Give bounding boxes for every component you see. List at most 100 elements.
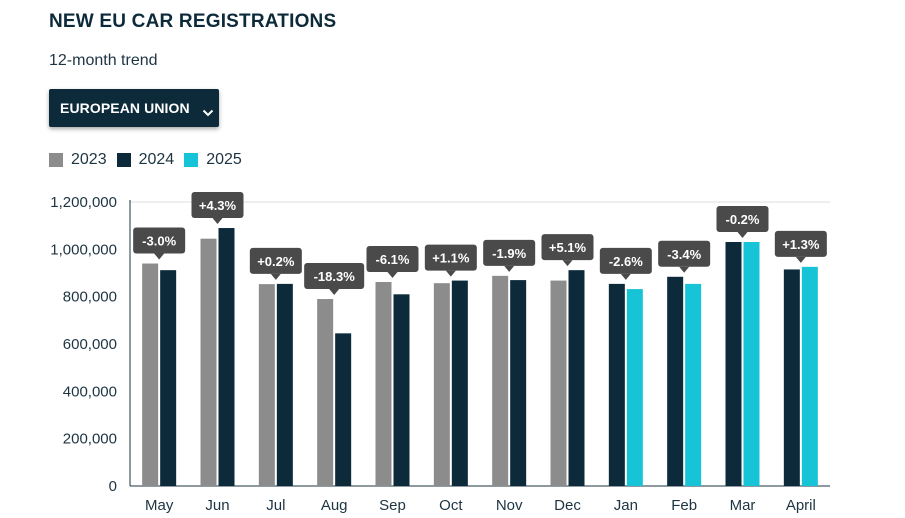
region-dropdown[interactable]: EUROPEAN UNION xyxy=(49,89,219,127)
change-annotation-jun: +4.3% xyxy=(191,192,244,225)
annotation-label: +4.3% xyxy=(199,198,237,213)
x-tick-label: Dec xyxy=(554,497,581,514)
annotation-label: -0.2% xyxy=(726,212,760,227)
annotation-pointer xyxy=(212,218,223,225)
legend-label-2025: 2025 xyxy=(206,151,242,168)
bar-2023-sep xyxy=(375,281,392,486)
bar-2024-oct xyxy=(451,280,468,486)
annotation-box xyxy=(424,244,477,271)
change-annotation-april: +1.3% xyxy=(774,230,827,263)
annotation-label: -1.9% xyxy=(492,246,526,261)
bar-2023-dec xyxy=(550,280,567,486)
change-annotation-oct: +1.1% xyxy=(424,244,477,277)
change-annotation-jan: -2.6% xyxy=(599,247,652,280)
bar-2024-dec xyxy=(568,270,585,486)
x-tick-label: Mar xyxy=(730,497,756,514)
annotation-pointer xyxy=(562,260,573,267)
x-tick-label: Nov xyxy=(496,497,523,514)
annotation-label: -18.3% xyxy=(314,269,356,284)
annotation-pointer xyxy=(795,256,806,263)
y-tick-label: 1,000,000 xyxy=(50,241,117,258)
chevron-down-icon xyxy=(202,104,214,117)
x-tick-label: Jul xyxy=(266,497,285,514)
bar-2025-april xyxy=(801,266,818,486)
chart-legend: 2023 2024 2025 xyxy=(49,150,252,170)
annotation-pointer xyxy=(387,271,398,278)
bar-2023-aug xyxy=(317,299,334,486)
legend-item-2024[interactable]: 2024 xyxy=(116,151,175,169)
chart-title: NEW EU CAR REGISTRATIONS xyxy=(49,11,337,32)
change-annotation-aug: -18.3% xyxy=(304,263,365,296)
change-annotation-may: -3.0% xyxy=(133,227,186,260)
annotation-box xyxy=(133,227,186,254)
legend-item-2025[interactable]: 2025 xyxy=(184,151,242,169)
annotation-label: -3.0% xyxy=(142,234,176,249)
y-tick-label: 600,000 xyxy=(63,336,117,353)
annotation-pointer xyxy=(679,266,690,273)
legend-swatch-2024 xyxy=(116,153,131,167)
y-tick-label: 200,000 xyxy=(63,431,117,448)
region-dropdown-label: EUROPEAN UNION xyxy=(60,100,190,116)
chart-subtitle: 12-month trend xyxy=(49,52,158,69)
bar-2024-april xyxy=(783,269,800,486)
bar-2025-jan xyxy=(626,289,643,486)
annotation-pointer xyxy=(620,273,631,280)
annotation-box xyxy=(774,230,827,257)
bar-2024-mar xyxy=(725,241,742,486)
x-tick-label: May xyxy=(145,497,174,514)
bar-2024-jun xyxy=(218,228,235,487)
bar-2023-jun xyxy=(200,238,217,486)
x-tick-label: Sep xyxy=(379,497,406,514)
annotation-pointer xyxy=(737,231,748,238)
annotation-box xyxy=(541,234,594,261)
annotation-pointer xyxy=(329,289,340,296)
y-tick-label: 800,000 xyxy=(63,289,117,306)
annotation-pointer xyxy=(270,273,281,280)
change-annotation-jul: +0.2% xyxy=(249,247,302,280)
change-annotation-mar: -0.2% xyxy=(716,205,769,238)
x-tick-label: Jan xyxy=(614,497,638,514)
change-annotation-sep: -6.1% xyxy=(366,245,419,278)
annotation-label: +0.2% xyxy=(257,254,295,269)
bar-2024-jul xyxy=(276,283,293,486)
change-annotation-nov: -1.9% xyxy=(483,239,536,272)
annotation-box xyxy=(366,245,419,272)
annotation-box xyxy=(191,192,244,219)
bar-2024-may xyxy=(160,270,177,486)
annotation-label: +1.3% xyxy=(782,237,820,252)
annotation-label: +5.1% xyxy=(549,240,587,255)
x-tick-label: Aug xyxy=(321,497,348,514)
bar-2023-may xyxy=(142,263,159,486)
annotation-label: -2.6% xyxy=(609,254,643,269)
annotation-pointer xyxy=(504,265,515,272)
y-tick-label: 400,000 xyxy=(63,383,117,400)
bar-2023-nov xyxy=(492,275,509,486)
annotation-label: -3.4% xyxy=(667,247,701,262)
legend-label-2024: 2024 xyxy=(138,151,175,168)
annotation-box xyxy=(249,247,302,274)
bar-2024-nov xyxy=(510,280,527,486)
bar-2024-sep xyxy=(393,294,410,486)
y-tick-label: 0 xyxy=(109,478,117,495)
annotation-box xyxy=(716,205,769,232)
legend-swatch-2025 xyxy=(184,153,199,167)
annotation-box xyxy=(599,247,652,274)
legend-swatch-2023 xyxy=(49,153,63,167)
bar-2024-aug xyxy=(335,333,352,486)
change-annotation-feb: -3.4% xyxy=(658,240,711,273)
annotation-box xyxy=(658,240,711,267)
change-annotation-dec: +5.1% xyxy=(541,234,594,267)
x-tick-label: Jun xyxy=(205,497,229,514)
bar-2023-jul xyxy=(258,284,275,486)
bar-2025-mar xyxy=(743,241,760,486)
x-tick-label: Feb xyxy=(671,497,697,514)
legend-label-2023: 2023 xyxy=(71,151,107,168)
annotation-pointer xyxy=(445,270,456,277)
bar-2025-feb xyxy=(685,283,702,486)
legend-item-2023[interactable]: 2023 xyxy=(49,151,107,169)
bar-2024-feb xyxy=(667,276,684,486)
annotation-label: -6.1% xyxy=(376,252,410,267)
x-tick-label: April xyxy=(786,497,816,514)
x-tick-label: Oct xyxy=(439,497,463,514)
